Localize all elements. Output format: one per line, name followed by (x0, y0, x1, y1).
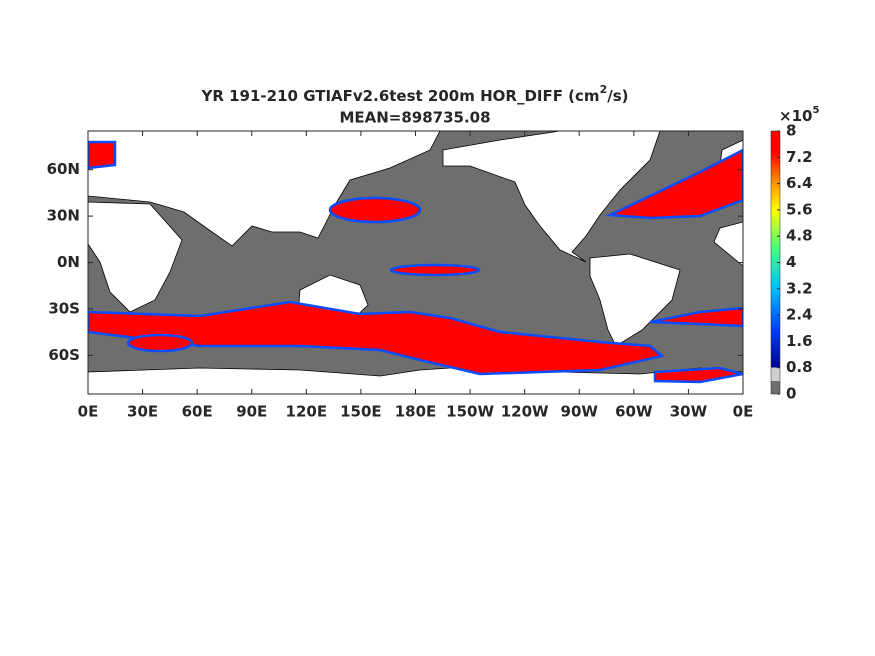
colorbar-tick-label: 2.4 (786, 306, 813, 324)
x-tick-label: 30E (127, 403, 158, 421)
title-superscript: 2 (600, 83, 608, 96)
x-tick-label: 180E (395, 403, 437, 421)
x-tick-label: 150E (340, 403, 382, 421)
high-region (88, 300, 665, 376)
multiplier: ×10 (779, 107, 812, 125)
eurasia (88, 131, 441, 247)
x-tick-label: 0E (78, 403, 99, 421)
high-region (88, 140, 117, 170)
colorbar-tick-label: 7.2 (786, 148, 813, 166)
x-tick-label: 150W (446, 403, 494, 421)
x-tick-label: 90W (561, 403, 599, 421)
x-tick-label: 120E (286, 403, 328, 421)
y-tick-label: 0N (57, 253, 80, 271)
africa (88, 201, 183, 313)
south-america (589, 253, 681, 347)
x-tick-label: 120W (501, 403, 549, 421)
colorbar-multiplier: ×105 (779, 105, 819, 125)
map (88, 131, 743, 394)
x-tick-label: 60W (615, 403, 653, 421)
chart-title: YR 191-210 GTIAFv2.6test 200m HOR_DIFF (… (200, 83, 628, 105)
x-tick-label: 60E (182, 403, 213, 421)
high-region (328, 196, 422, 224)
x-tick-label: 30W (670, 403, 708, 421)
high-region (649, 306, 743, 328)
africa-west (713, 221, 743, 267)
colorbar-tick-label: 3.2 (786, 279, 813, 297)
colorbar-tick-label: 4.8 (786, 227, 813, 245)
y-tick-label: 60N (47, 160, 80, 178)
colorbar-tick-label: 4 (786, 253, 796, 271)
colorbar-tick-label: 6.4 (786, 174, 813, 192)
exponent: 5 (812, 105, 819, 116)
high-region (653, 366, 743, 384)
colorbar-tick-label: 5.6 (786, 200, 813, 218)
chart-subtitle: MEAN=898735.08 (339, 109, 490, 127)
y-tick-label: 60S (48, 346, 80, 364)
colorbar-tick-label: 0 (786, 385, 796, 403)
colorbar-tick-label: 0.8 (786, 358, 813, 376)
y-tick-label: 30N (47, 207, 80, 225)
colorbar-tick-label: 8 (786, 122, 796, 140)
north-america (442, 131, 661, 263)
high-region (389, 263, 481, 277)
y-tick-label: 30S (48, 299, 80, 317)
title-end: /s) (607, 87, 628, 105)
colorbar-tick-label: 1.6 (786, 332, 813, 350)
title-text: YR 191-210 GTIAFv2.6test 200m HOR_DIFF (… (200, 87, 599, 105)
x-tick-label: 90E (236, 403, 267, 421)
high-region (126, 333, 194, 353)
x-tick-label: 0E (733, 403, 754, 421)
high-region (605, 148, 743, 220)
